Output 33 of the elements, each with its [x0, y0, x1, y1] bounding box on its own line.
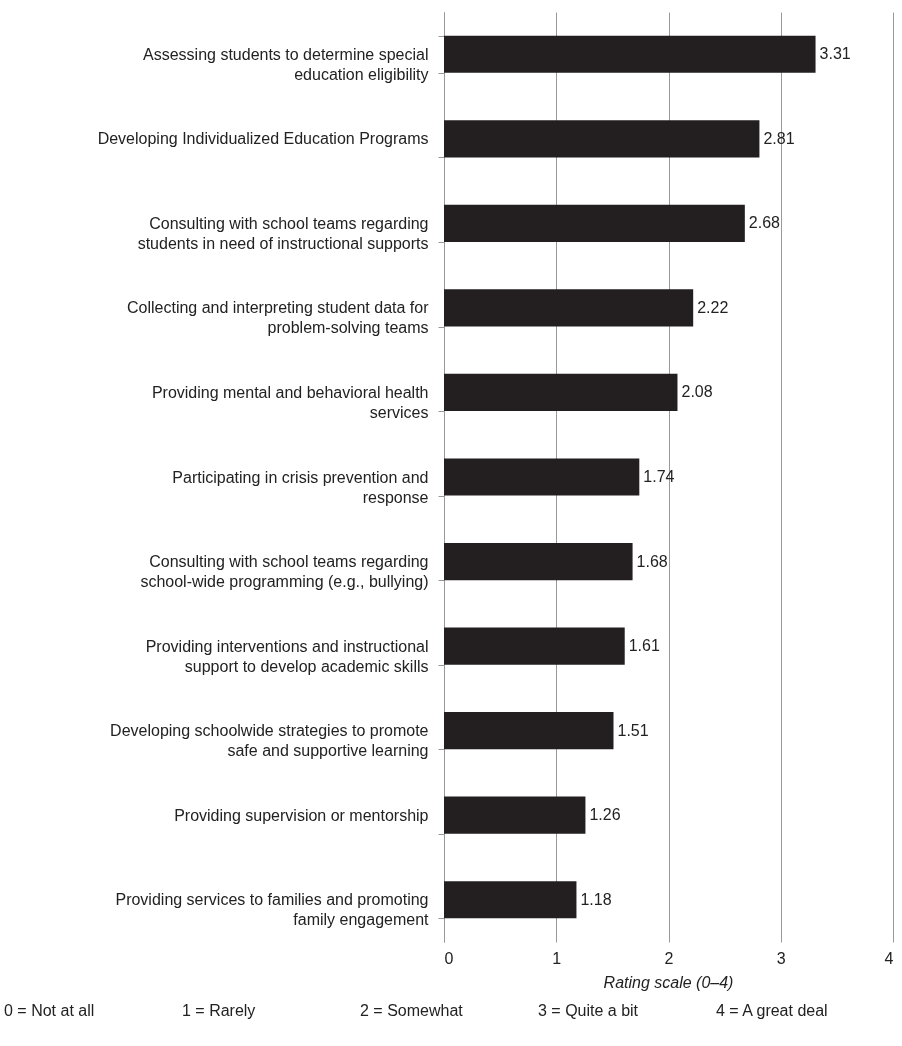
x-tick-label: 4 [884, 949, 894, 967]
x-tick-label: 3 [776, 949, 786, 967]
data-label: 2.22 [697, 298, 729, 316]
y-tick-label: Providing supervision or mentorship [174, 806, 429, 824]
data-label: 1.51 [617, 721, 649, 739]
data-label: 2.08 [681, 383, 713, 401]
x-tick-label: 0 [444, 949, 454, 967]
data-label: 1.74 [643, 468, 675, 485]
y-tick-label: Consulting with school teams regarding students in need of instructional supports [137, 214, 429, 252]
data-label: 2.68 [748, 214, 781, 232]
data-label: 2.81 [763, 129, 795, 147]
y-tick-label: Providing services to families and promoting family engagement [115, 891, 430, 929]
y-tick-label: Developing schoolwide strategies to promote safe and supportive learning [110, 722, 429, 760]
text: 2 = Somewhat [360, 1002, 464, 1019]
data-label: 1.26 [589, 806, 621, 824]
text: 4 = A great deal [716, 1002, 828, 1019]
text: 3 = Quite a bit [538, 1002, 639, 1019]
y-tick-label: Collecting and interpreting student data for problem-solving teams [126, 299, 430, 337]
text: 0 = Not at all [4, 1002, 95, 1019]
x-axis-title: Rating scale (0–4) [603, 974, 734, 991]
data-label: 1.61 [628, 637, 660, 655]
data-label: 3.31 [819, 45, 851, 63]
data-label: 1.18 [580, 890, 612, 908]
text: 1 = Rarely [182, 1002, 256, 1019]
y-tick-label: Participating in crisis prevention and response [172, 468, 429, 506]
x-tick-label: 1 [552, 949, 562, 967]
y-tick-label: Developing Individualized Education Programs [97, 130, 429, 148]
data-label: 1.68 [636, 552, 668, 570]
y-tick-label: Providing interventions and instructional support to develop academic skills [145, 637, 429, 675]
x-tick-label: 2 [664, 949, 674, 967]
y-tick-label: Assessing students to determine special education eligibility [143, 45, 429, 83]
y-tick-label: Providing mental and behavioral health services [151, 383, 429, 421]
y-tick-label: Consulting with school teams regarding school-wide programming (e.g., bullying) [140, 553, 429, 591]
